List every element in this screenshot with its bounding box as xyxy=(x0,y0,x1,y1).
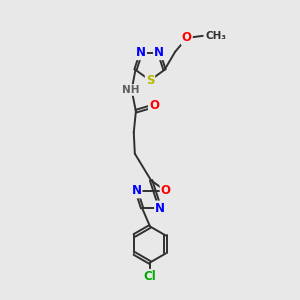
Text: S: S xyxy=(146,74,154,87)
Text: N: N xyxy=(155,202,165,214)
Text: N: N xyxy=(131,184,142,197)
Text: CH₃: CH₃ xyxy=(206,31,227,41)
Text: O: O xyxy=(160,184,171,197)
Text: N: N xyxy=(136,46,146,59)
Text: Cl: Cl xyxy=(144,270,156,283)
Text: O: O xyxy=(182,32,192,44)
Text: NH: NH xyxy=(122,85,139,95)
Text: O: O xyxy=(149,99,159,112)
Text: N: N xyxy=(154,46,164,59)
